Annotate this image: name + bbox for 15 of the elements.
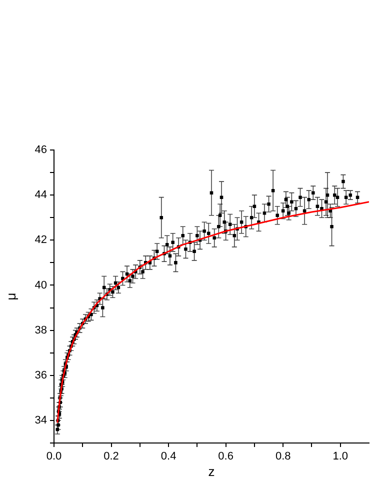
x-tick-label: 0.6 (218, 450, 234, 463)
x-tick-label: 0.2 (104, 450, 119, 463)
y-tick-label: 46 (34, 144, 47, 156)
y-tick-label: 44 (34, 189, 47, 202)
x-tick-label: 0.0 (46, 450, 62, 463)
y-tick-label: 38 (34, 324, 47, 336)
x-tick-label: 0.4 (160, 450, 176, 463)
y-tick-label: 42 (34, 234, 47, 246)
y-axis-title: μ (3, 292, 18, 300)
x-tick-label: 0.8 (275, 450, 291, 463)
x-tick-label: 1.0 (332, 450, 348, 463)
y-tick-label: 34 (34, 414, 47, 426)
y-tick-label: 40 (34, 279, 47, 292)
y-tick-label: 36 (34, 369, 47, 382)
x-axis-title: z (208, 464, 215, 479)
